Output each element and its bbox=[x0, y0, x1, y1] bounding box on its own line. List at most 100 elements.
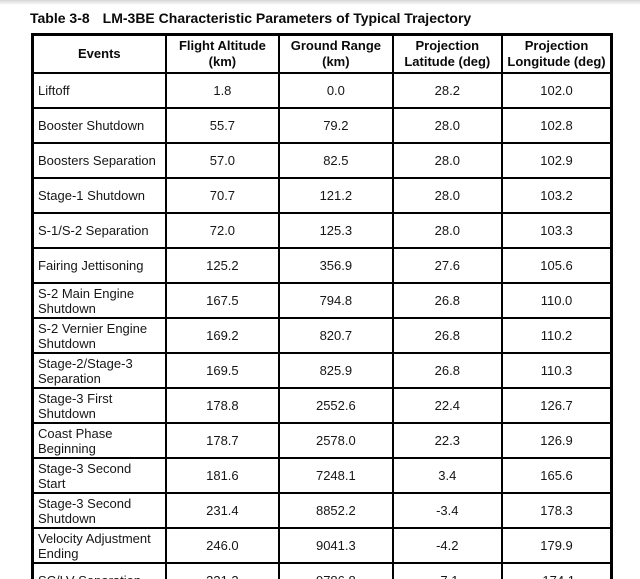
value-cell: 167.5 bbox=[164, 282, 281, 319]
value-cell: 110.2 bbox=[501, 317, 613, 354]
value-cell: 125.3 bbox=[278, 212, 394, 249]
table-row: Boosters Separation 57.0 82.5 28.0 102.9 bbox=[31, 142, 613, 179]
table-caption-number: Table 3-8 bbox=[30, 10, 90, 26]
value-cell: 178.8 bbox=[164, 387, 281, 424]
value-cell: 178.3 bbox=[501, 492, 613, 529]
header-cell: Events bbox=[31, 33, 167, 74]
table-row: S-2 Vernier Engine Shutdown 169.2 820.7 26.… bbox=[31, 317, 613, 354]
event-cell: SC/LV Separation bbox=[31, 562, 167, 579]
value-cell: 125.2 bbox=[164, 247, 281, 284]
value-cell: 9041.3 bbox=[278, 527, 394, 564]
value-cell: 26.8 bbox=[391, 282, 504, 319]
value-cell: 102.9 bbox=[501, 142, 613, 179]
event-cell: Coast Phase Beginning bbox=[31, 422, 167, 459]
value-cell: 2552.6 bbox=[278, 387, 394, 424]
table-row: S-1/S-2 Separation 72.0 125.3 28.0 103.3 bbox=[31, 212, 613, 249]
event-cell: S-2 Vernier Engine Shutdown bbox=[31, 317, 167, 354]
table-row: Booster Shutdown 55.7 79.2 28.0 102.8 bbox=[31, 107, 613, 144]
value-cell: 28.0 bbox=[391, 107, 504, 144]
value-cell: 179.9 bbox=[501, 527, 613, 564]
event-cell: Liftoff bbox=[31, 72, 167, 109]
event-cell: S-2 Main Engine Shutdown bbox=[31, 282, 167, 319]
header-cell: Flight Altitude (km) bbox=[164, 33, 281, 74]
value-cell: 0.0 bbox=[278, 72, 394, 109]
table-row: Stage-3 First Shutdown 178.8 2552.6 22.4 126… bbox=[31, 387, 613, 424]
table-row: SC/LV Separation331.29786.8-7.1-174.1 bbox=[31, 562, 613, 579]
value-cell: 356.9 bbox=[278, 247, 394, 284]
value-cell: 102.0 bbox=[501, 72, 613, 109]
event-cell: Stage-3 Second Shutdown bbox=[31, 492, 167, 529]
value-cell: 28.0 bbox=[391, 177, 504, 214]
value-cell: 70.7 bbox=[164, 177, 281, 214]
value-cell: -4.2 bbox=[391, 527, 504, 564]
value-cell: 178.7 bbox=[164, 422, 281, 459]
value-cell: 7248.1 bbox=[278, 457, 394, 494]
value-cell: 110.0 bbox=[501, 282, 613, 319]
table-row: S-2 Main Engine Shutdown 167.5 794.8 26.8 11… bbox=[31, 282, 613, 319]
value-cell: 8852.2 bbox=[278, 492, 394, 529]
value-cell: 28.2 bbox=[391, 72, 504, 109]
event-cell: Stage-3 First Shutdown bbox=[31, 387, 167, 424]
value-cell: 169.5 bbox=[164, 352, 281, 389]
event-cell: Fairing Jettisoning bbox=[31, 247, 167, 284]
value-cell: 246.0 bbox=[164, 527, 281, 564]
header-cell: Projection Longitude (deg) bbox=[501, 33, 613, 74]
value-cell: 231.4 bbox=[164, 492, 281, 529]
value-cell: 110.3 bbox=[501, 352, 613, 389]
event-cell: S-1/S-2 Separation bbox=[31, 212, 167, 249]
table-row: Stage-2/Stage-3 Separation 169.5 825.9 26.8… bbox=[31, 352, 613, 389]
event-cell: Stage-3 Second Start bbox=[31, 457, 167, 494]
value-cell: 794.8 bbox=[278, 282, 394, 319]
header-cell: Projection Latitude (deg) bbox=[391, 33, 504, 74]
table-row: Velocity Adjustment Ending 246.0 9041.3 -4.… bbox=[31, 527, 613, 564]
event-cell: Stage-2/Stage-3 Separation bbox=[31, 352, 167, 389]
value-cell: 57.0 bbox=[164, 142, 281, 179]
table-row: Stage-3 Second Shutdown 231.4 8852.2 -3.4 17… bbox=[31, 492, 613, 529]
value-cell: 3.4 bbox=[391, 457, 504, 494]
table-caption-text: LM-3BE Characteristic Parameters of Typi… bbox=[102, 10, 472, 26]
value-cell: -174.1 bbox=[501, 562, 613, 579]
value-cell: 28.0 bbox=[391, 212, 504, 249]
value-cell: 102.8 bbox=[501, 107, 613, 144]
value-cell: 22.3 bbox=[391, 422, 504, 459]
event-cell: Boosters Separation bbox=[31, 142, 167, 179]
table-row: Stage-3 Second Start 181.6 7248.1 3.4 165.6 bbox=[31, 457, 613, 494]
value-cell: 105.6 bbox=[501, 247, 613, 284]
value-cell: 165.6 bbox=[501, 457, 613, 494]
event-cell: Booster Shutdown bbox=[31, 107, 167, 144]
value-cell: 1.8 bbox=[164, 72, 281, 109]
value-cell: 121.2 bbox=[278, 177, 394, 214]
value-cell: 82.5 bbox=[278, 142, 394, 179]
table-row: Coast Phase Beginning 178.7 2578.0 22.3 126.… bbox=[31, 422, 613, 459]
trajectory-parameters-table: Events Flight Altitude (km) Ground Range (… bbox=[31, 33, 613, 579]
value-cell: 26.8 bbox=[391, 352, 504, 389]
table-header-row: Events Flight Altitude (km) Ground Range (… bbox=[31, 33, 613, 74]
header-cell: Ground Range (km) bbox=[278, 33, 394, 74]
table-row: Liftoff 1.8 0.0 28.2 102.0 bbox=[31, 72, 613, 109]
value-cell: -7.1 bbox=[391, 562, 504, 579]
value-cell: 27.6 bbox=[391, 247, 504, 284]
value-cell: 103.2 bbox=[501, 177, 613, 214]
value-cell: 820.7 bbox=[278, 317, 394, 354]
value-cell: 126.7 bbox=[501, 387, 613, 424]
value-cell: 22.4 bbox=[391, 387, 504, 424]
value-cell: 126.9 bbox=[501, 422, 613, 459]
value-cell: 9786.8 bbox=[278, 562, 394, 579]
value-cell: 26.8 bbox=[391, 317, 504, 354]
value-cell: 331.2 bbox=[164, 562, 281, 579]
value-cell: -3.4 bbox=[391, 492, 504, 529]
value-cell: 169.2 bbox=[164, 317, 281, 354]
value-cell: 825.9 bbox=[278, 352, 394, 389]
table-body: Liftoff 1.8 0.0 28.2 102.0 Booster Shutdown 55… bbox=[31, 72, 613, 579]
value-cell: 79.2 bbox=[278, 107, 394, 144]
event-cell: Velocity Adjustment Ending bbox=[31, 527, 167, 564]
event-cell: Stage-1 Shutdown bbox=[31, 177, 167, 214]
table-caption: Table 3-8 LM-3BE Characteristic Parameter… bbox=[30, 10, 471, 26]
value-cell: 72.0 bbox=[164, 212, 281, 249]
value-cell: 2578.0 bbox=[278, 422, 394, 459]
table-row: Fairing Jettisoning 125.2 356.9 27.6 105.6 bbox=[31, 247, 613, 284]
value-cell: 55.7 bbox=[164, 107, 281, 144]
table-row: Stage-1 Shutdown 70.7 121.2 28.0 103.2 bbox=[31, 177, 613, 214]
value-cell: 28.0 bbox=[391, 142, 504, 179]
